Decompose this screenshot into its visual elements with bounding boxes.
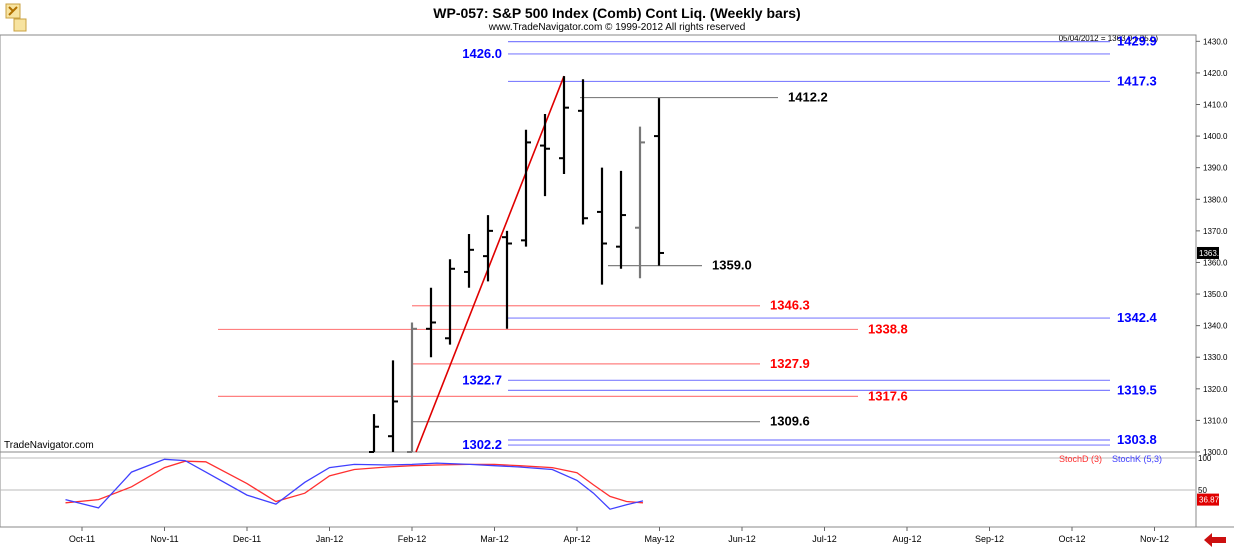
y-tick-label: 1350.0	[1203, 290, 1228, 299]
level-label: 1417.3	[1117, 73, 1157, 88]
chart-title: WP-057: S&P 500 Index (Comb) Cont Liq. (…	[433, 5, 800, 21]
level-label: 1319.5	[1117, 382, 1157, 397]
x-tick-label: Oct-11	[69, 534, 95, 544]
copyright-text: www.TradeNavigator.com © 1999-2012 All r…	[488, 22, 746, 33]
level-label: 1342.4	[1117, 310, 1158, 325]
stoch-tick-label: 100	[1198, 454, 1212, 463]
header-tool-right[interactable]	[13, 18, 27, 32]
back-arrow-icon[interactable]	[1204, 533, 1226, 547]
x-tick-label: Jan-12	[316, 534, 344, 544]
y-tick-label: 1330.0	[1203, 353, 1228, 362]
y-tick-label: 1340.0	[1203, 322, 1228, 331]
y-tick-label: 1430.0	[1203, 37, 1228, 46]
x-tick-label: Sep-12	[975, 534, 1004, 544]
y-tick-label: 1370.0	[1203, 227, 1228, 236]
stoch-tick-label: 50	[1198, 486, 1207, 495]
x-tick-label: May-12	[644, 534, 674, 544]
legend-stochk: StochK (5,3)	[1112, 454, 1162, 464]
legend-stochd: StochD (3)	[1059, 454, 1102, 464]
y-tick-label: 1420.0	[1203, 69, 1228, 78]
y-tick-label: 1360.0	[1203, 258, 1228, 267]
y-tick-label: 1300.0	[1203, 448, 1228, 457]
level-label: 1327.9	[770, 356, 810, 371]
y-tick-label: 1310.0	[1203, 416, 1228, 425]
x-tick-label: Dec-11	[233, 534, 261, 544]
y-tick-label: 1320.0	[1203, 385, 1228, 394]
level-label: 1317.6	[868, 388, 908, 403]
level-label: 1338.8	[868, 321, 908, 336]
y-tick-label: 1400.0	[1203, 132, 1228, 141]
x-tick-label: Feb-12	[398, 534, 427, 544]
stoch-series-line	[65, 460, 644, 504]
level-label: 1302.2	[462, 437, 502, 452]
y-tick-label: 1380.0	[1203, 195, 1228, 204]
stoch-series-line	[65, 458, 644, 510]
level-label: 1412.2	[788, 90, 828, 105]
level-label: 1309.6	[770, 414, 810, 429]
status-line: 05/04/2012 = 1363.0 (-35.5)	[1059, 34, 1159, 43]
trendline	[415, 75, 565, 453]
last-price-label: 1363.0	[1199, 249, 1224, 258]
y-tick-label: 1410.0	[1203, 101, 1228, 110]
level-label: 1426.0	[462, 46, 502, 61]
stoch-last-marker	[1197, 493, 1219, 506]
x-tick-label: Nov-12	[1140, 534, 1169, 544]
level-label: 1359.0	[712, 258, 752, 273]
x-tick-label: Aug-12	[892, 534, 921, 544]
y-tick-label: 1390.0	[1203, 164, 1228, 173]
x-tick-label: Jul-12	[812, 534, 837, 544]
x-tick-label: Mar-12	[480, 534, 509, 544]
watermark: TradeNavigator.com	[4, 440, 94, 451]
level-label: 1303.8	[1117, 432, 1157, 447]
last-price-marker	[1197, 246, 1219, 259]
x-tick-label: Oct-12	[1058, 534, 1085, 544]
header-tool-left[interactable]	[5, 3, 21, 19]
level-label: 1322.7	[462, 372, 502, 387]
stoch-last-label: 36.87	[1199, 496, 1220, 505]
x-tick-label: Jun-12	[728, 534, 756, 544]
x-tick-label: Nov-11	[150, 534, 178, 544]
level-label: 1346.3	[770, 298, 810, 313]
x-tick-label: Apr-12	[563, 534, 590, 544]
level-label: 1429.9	[1117, 34, 1157, 49]
